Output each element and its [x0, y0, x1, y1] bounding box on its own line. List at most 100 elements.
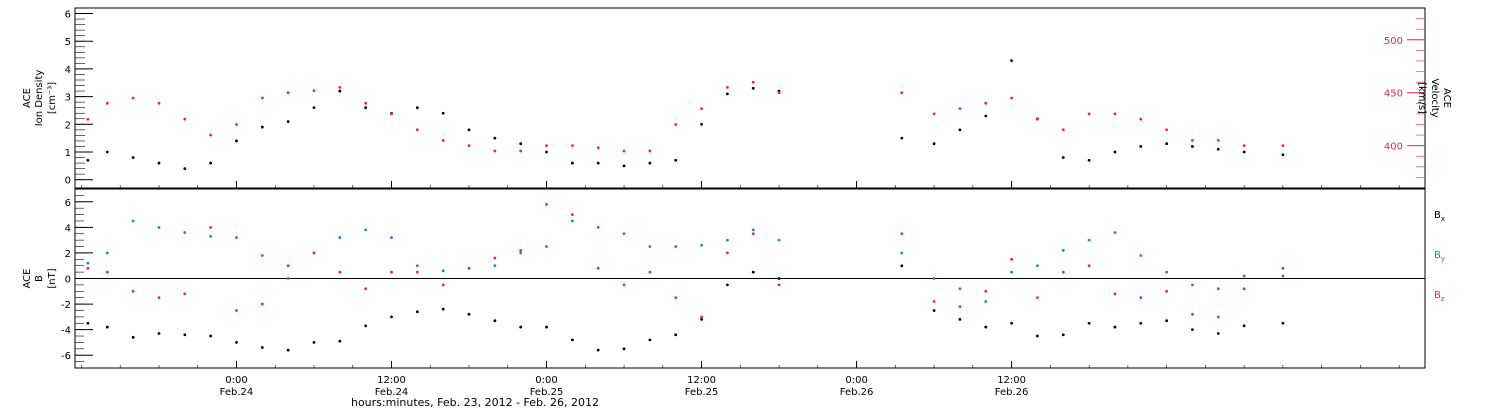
velocity-point — [312, 89, 316, 92]
density-point — [493, 136, 497, 140]
by-legend-subscript: y — [1441, 255, 1445, 263]
velocity-point — [777, 91, 781, 95]
x-tick-date-label: Feb.26 — [995, 387, 1029, 398]
bx-point — [1242, 324, 1246, 328]
top-panel-frame — [74, 7, 1426, 189]
density-point — [312, 106, 316, 110]
velocity-point — [984, 101, 988, 105]
field-tick-label: 6 — [65, 198, 71, 209]
bz-series — [86, 202, 1285, 319]
density-tick-label: 5 — [65, 37, 71, 48]
velocity-point — [157, 101, 161, 105]
bz-point — [622, 283, 626, 287]
density-point — [86, 158, 90, 162]
bx-legend-label: Bx — [1434, 210, 1445, 223]
bz-point — [777, 283, 781, 287]
density-point — [1010, 59, 1014, 63]
by-point — [183, 231, 187, 234]
by-point — [441, 269, 445, 273]
x-tick-time-label: 0:00 — [535, 375, 557, 386]
density-point — [958, 128, 962, 132]
density-point — [338, 89, 342, 93]
by-point — [900, 251, 904, 255]
by-point — [984, 300, 988, 303]
bx-point — [493, 319, 497, 323]
field-tick-label: 0 — [65, 275, 71, 286]
velocity-tick-label: 450 — [1384, 89, 1403, 100]
density-point — [674, 158, 678, 162]
density-point — [984, 114, 988, 118]
by-point — [1036, 264, 1039, 268]
by-point — [1010, 270, 1014, 274]
density-point — [1061, 156, 1065, 159]
by-point — [700, 243, 703, 247]
bx-point — [131, 335, 135, 339]
by-point — [1191, 283, 1194, 287]
bz-point — [105, 270, 109, 274]
density-point — [260, 125, 264, 129]
velocity-point — [364, 101, 368, 105]
bz-point — [545, 202, 548, 206]
by-point — [86, 261, 90, 265]
bz-point — [1139, 296, 1143, 300]
bz-point — [209, 225, 213, 229]
density-point — [1281, 153, 1285, 157]
velocity-label-line2: Velocity — [1429, 78, 1440, 117]
velocity-tick-label: 400 — [1384, 142, 1403, 153]
by-series — [86, 219, 1285, 303]
density-point — [1139, 145, 1143, 148]
density-point — [105, 150, 109, 154]
bx-point — [157, 332, 161, 335]
velocity-point — [932, 112, 936, 116]
bx-point — [1010, 321, 1014, 325]
velocity-point — [493, 149, 497, 153]
bz-point — [1113, 292, 1117, 296]
bz-point — [157, 296, 161, 300]
density-point — [157, 161, 161, 165]
density-tick-label: 0 — [65, 176, 71, 187]
bx-point — [1191, 328, 1194, 332]
bz-point — [984, 289, 988, 293]
velocity-point — [519, 149, 523, 153]
by-point — [390, 236, 393, 239]
by-point — [777, 238, 781, 242]
by-point — [235, 236, 238, 239]
velocity-point — [1061, 128, 1065, 132]
velocity-point — [183, 117, 187, 121]
bx-point — [390, 315, 393, 319]
by-point — [596, 225, 600, 229]
field-tick-label: 2 — [65, 249, 71, 260]
bz-point — [364, 287, 368, 291]
density-label-unit: [cm⁻³] — [47, 82, 58, 114]
bz-point — [390, 270, 393, 274]
density-point — [1165, 142, 1169, 146]
bz-point — [1281, 266, 1285, 270]
velocity-point — [1036, 117, 1039, 121]
density-point — [900, 136, 904, 140]
velocity-point — [1010, 96, 1014, 100]
by-point — [286, 277, 290, 280]
bx-point — [1281, 321, 1285, 325]
velocity-point — [1165, 128, 1169, 132]
x-tick-time-label: 12:00 — [997, 375, 1026, 386]
bx-series — [86, 264, 1285, 352]
by-point — [648, 245, 652, 248]
by-point — [364, 228, 368, 232]
field-tick-label: -4 — [61, 326, 71, 337]
bz-point — [235, 309, 238, 312]
bz-point — [900, 232, 904, 236]
bx-point — [1036, 334, 1039, 338]
by-point — [1242, 274, 1246, 278]
density-point — [467, 128, 471, 132]
x-tick-time-label: 0:00 — [225, 375, 247, 386]
x-tick-date-label: Feb.25 — [685, 387, 719, 398]
by-point — [1165, 270, 1169, 274]
by-point — [260, 254, 264, 257]
bx-point — [441, 307, 445, 311]
density-label-line1: ACE — [22, 88, 33, 108]
bx-point — [1139, 321, 1143, 325]
bx-point — [570, 338, 574, 342]
bz-point — [674, 296, 678, 300]
